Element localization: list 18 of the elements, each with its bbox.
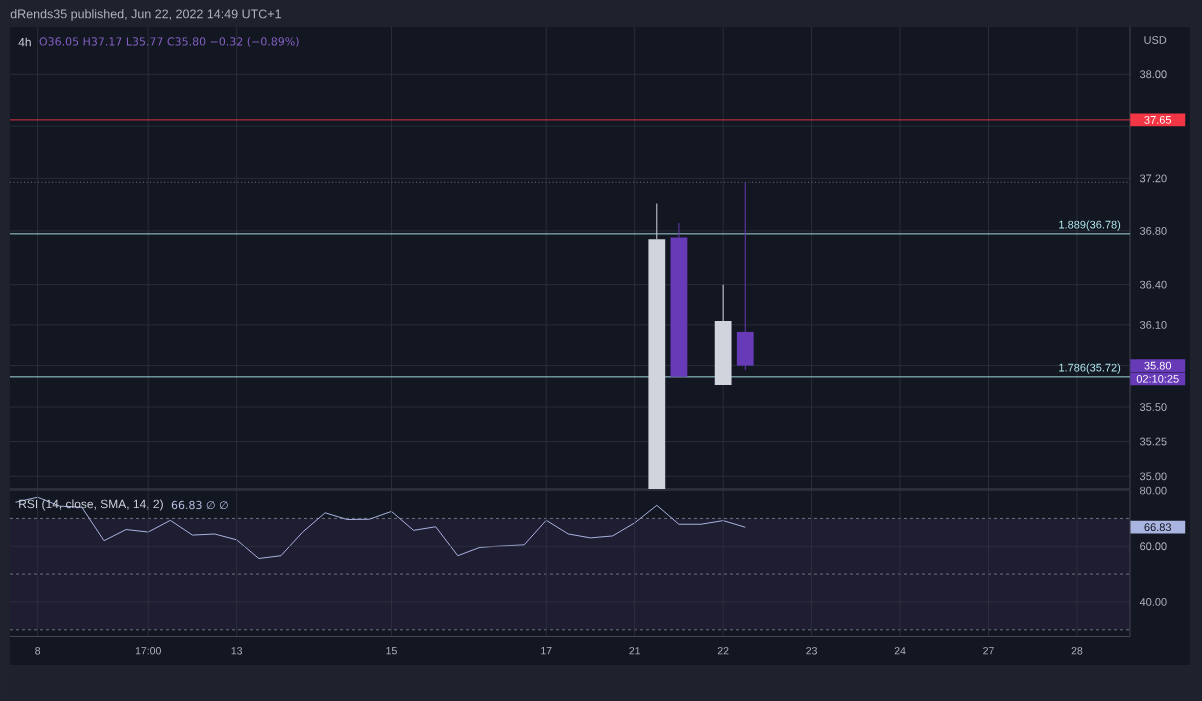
x-tick-label: 17 xyxy=(541,647,552,655)
x-tick-label: 13 xyxy=(231,647,243,655)
y-tick-label: 40.00 xyxy=(1139,598,1167,606)
x-tick-label: 24 xyxy=(894,647,906,655)
x-tick-label: 27 xyxy=(983,647,994,655)
text: RSI (14, close, SMA, 14, 2) xyxy=(19,499,163,511)
x-tick-label: 23 xyxy=(806,647,817,655)
text: 66.83 xyxy=(1144,523,1171,532)
x-tick-label: 15 xyxy=(386,647,397,655)
x-tick-label: 22 xyxy=(717,647,729,655)
x-tick-label: 17:00 xyxy=(135,647,161,655)
line-series xyxy=(15,496,746,559)
y-tick-label: 60.00 xyxy=(1140,542,1167,551)
x-tick-label: 21 xyxy=(629,647,641,655)
x-tick-label: 28 xyxy=(1071,647,1083,655)
text: 66.83 ∅ ∅ xyxy=(171,500,228,510)
x-tick-label: 8 xyxy=(35,647,41,655)
y-tick-label: 80.00 xyxy=(1140,486,1167,495)
